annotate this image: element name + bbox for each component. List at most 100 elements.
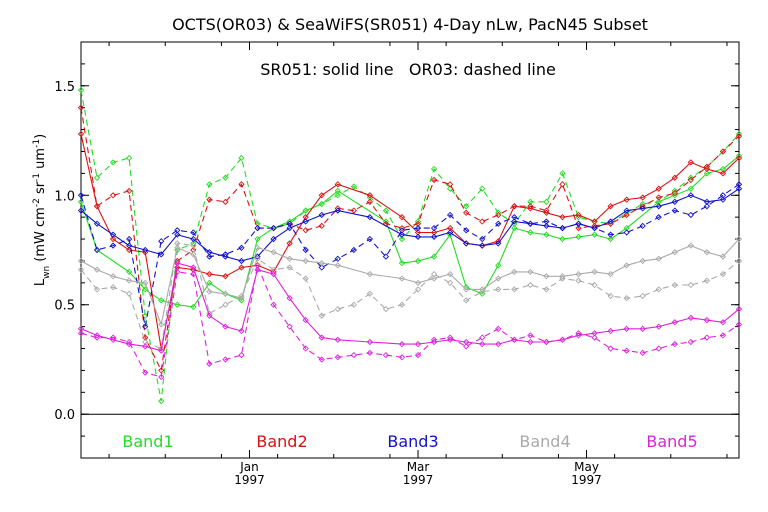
data-point-band2 xyxy=(398,224,406,232)
data-point-band5 xyxy=(302,316,309,324)
data-point-band3 xyxy=(93,220,101,227)
data-point-band4 xyxy=(238,295,245,302)
data-point-band1 xyxy=(93,174,101,181)
data-point-band4 xyxy=(254,255,261,262)
data-point-band4 xyxy=(687,242,694,249)
data-point-band2 xyxy=(719,148,727,155)
data-point-band2 xyxy=(77,104,85,111)
data-point-band5 xyxy=(238,327,245,335)
data-point-band1 xyxy=(126,268,133,276)
data-point-band3 xyxy=(222,253,229,260)
data-point-band5 xyxy=(222,356,229,363)
data-point-band2 xyxy=(350,207,357,214)
data-point-band4 xyxy=(254,244,261,251)
data-point-band2 xyxy=(446,181,454,188)
data-point-band4 xyxy=(382,305,390,313)
data-point-band5 xyxy=(414,341,422,348)
series-layer xyxy=(77,87,743,405)
data-point-band5 xyxy=(687,314,694,322)
data-point-band5 xyxy=(238,351,245,359)
data-point-band5 xyxy=(334,336,341,343)
data-point-band1 xyxy=(591,231,598,238)
data-point-band3 xyxy=(495,240,502,247)
data-point-band4 xyxy=(286,264,293,271)
legend-band5: Band5 xyxy=(646,432,697,451)
data-point-band3 xyxy=(623,207,630,214)
data-point-band4 xyxy=(639,257,646,265)
data-point-band3 xyxy=(142,246,149,254)
data-point-band1 xyxy=(334,187,341,195)
series-band4-solid xyxy=(77,235,743,328)
legend-band3: Band3 xyxy=(387,432,438,451)
data-point-band3 xyxy=(671,207,678,214)
plot-frame xyxy=(80,41,740,459)
data-point-band4 xyxy=(350,301,357,308)
data-point-band4 xyxy=(671,281,678,289)
legend-band2: Band2 xyxy=(256,432,307,451)
data-point-band3 xyxy=(206,249,213,256)
chart-title: OCTS(OR03) & SeaWiFS(SR051) 4-Day nLw, P… xyxy=(172,15,648,34)
series-line-band1-or03 xyxy=(80,90,740,402)
data-point-band1 xyxy=(527,229,534,236)
data-point-band4 xyxy=(190,242,197,249)
data-point-band4 xyxy=(334,305,341,313)
data-point-band4 xyxy=(366,290,374,297)
data-point-band1 xyxy=(158,397,165,405)
data-point-band5 xyxy=(703,334,711,341)
data-point-band5 xyxy=(398,341,406,348)
data-point-band4 xyxy=(126,290,133,297)
data-point-band3 xyxy=(495,220,502,227)
y-tick-label: 0.0 xyxy=(54,408,75,423)
data-point-band3 xyxy=(735,185,743,192)
data-point-band2 xyxy=(671,174,678,181)
series-band5-solid xyxy=(77,260,743,354)
data-point-band3 xyxy=(254,253,261,260)
data-point-band5 xyxy=(158,373,165,381)
data-point-band2 xyxy=(639,194,646,201)
data-point-band5 xyxy=(719,319,727,326)
data-point-band4 xyxy=(318,312,325,319)
data-point-band4 xyxy=(479,286,486,293)
data-point-band2 xyxy=(655,194,662,201)
data-point-band2 xyxy=(318,192,325,199)
data-point-band3 xyxy=(543,222,550,230)
data-point-band5 xyxy=(318,356,325,363)
data-point-band4 xyxy=(591,281,598,289)
data-point-band2 xyxy=(591,218,598,225)
data-point-band4 xyxy=(77,266,85,273)
data-point-band1 xyxy=(479,185,486,192)
y-tick-label: 1.5 xyxy=(54,80,75,95)
data-point-band2 xyxy=(398,214,406,221)
data-point-band4 xyxy=(126,277,133,284)
data-point-band1 xyxy=(126,154,133,162)
data-point-band5 xyxy=(463,343,470,350)
data-point-band1 xyxy=(559,235,566,243)
data-point-band4 xyxy=(414,279,422,286)
data-point-band5 xyxy=(190,264,197,271)
data-point-band1 xyxy=(430,253,438,260)
data-point-band2 xyxy=(511,203,518,210)
data-point-band5 xyxy=(655,323,662,330)
data-point-band4 xyxy=(607,292,614,300)
data-point-band5 xyxy=(93,332,101,339)
data-point-band3 xyxy=(93,246,101,254)
data-point-band2 xyxy=(719,170,727,177)
data-point-band3 xyxy=(655,214,662,221)
x-tick-label: Mar xyxy=(407,460,430,474)
data-point-band3 xyxy=(158,238,165,245)
data-point-band4 xyxy=(511,286,518,293)
data-point-band5 xyxy=(607,327,614,335)
data-point-band3 xyxy=(270,224,277,232)
data-point-band4 xyxy=(543,273,550,280)
data-point-band4 xyxy=(77,257,85,265)
data-point-band3 xyxy=(318,264,325,271)
data-point-band4 xyxy=(735,235,743,243)
data-point-band3 xyxy=(109,231,117,238)
data-point-band4 xyxy=(446,270,454,278)
data-point-band4 xyxy=(495,286,502,293)
data-point-band2 xyxy=(238,264,245,271)
data-point-band5 xyxy=(302,345,309,352)
data-point-band2 xyxy=(334,181,341,188)
data-point-band5 xyxy=(206,360,213,367)
